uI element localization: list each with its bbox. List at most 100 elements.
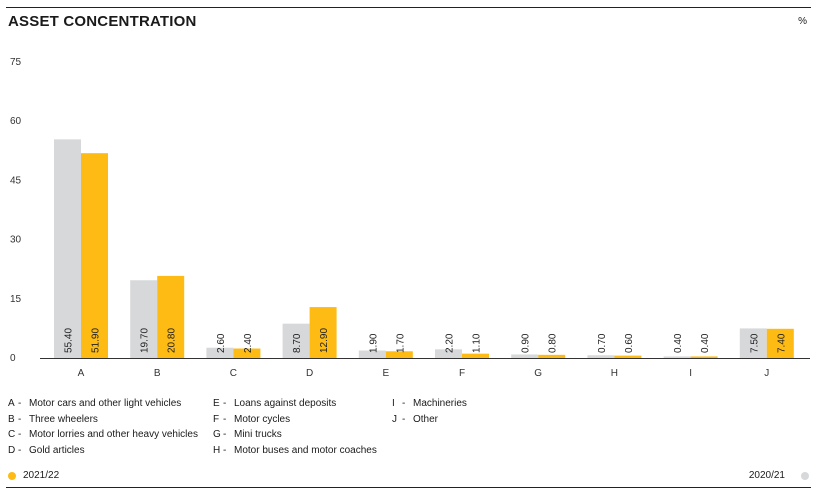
x-tick-label: C — [230, 368, 237, 379]
bar-2020-21-I — [663, 356, 691, 358]
legend-key-letter: J — [392, 413, 397, 425]
legend-key-dash: - — [402, 413, 406, 425]
legend-key-label: Machineries — [413, 398, 467, 409]
legend-key-dash: - — [223, 429, 227, 440]
x-tick-label: D — [306, 368, 313, 379]
bar-2021-22-B — [157, 275, 185, 358]
data-label-2021-22-G: 0.80 — [548, 333, 559, 353]
data-label-2020-21-F: 2.20 — [445, 333, 456, 353]
bar-2021-22-E — [385, 351, 413, 358]
legend-key-letter: D — [8, 444, 16, 456]
legend-key-dash: - — [18, 413, 22, 425]
y-tick-label: 45 — [10, 175, 22, 186]
legend-key-C: C - Motor lorries and other heavy vehicles — [8, 427, 198, 443]
data-label-2021-22-I: 0.40 — [700, 333, 711, 353]
legend-column: A - Motor cars and other light vehicles B - T… — [8, 396, 198, 458]
data-label-2021-22-D: 12.90 — [319, 328, 330, 353]
bar-2020-21-G — [511, 354, 539, 358]
legend-current-label: 2021/22 — [23, 470, 60, 481]
x-tick-label: I — [689, 368, 692, 379]
legend-key-label: Motor lorries and other heavy vehicles — [29, 429, 198, 440]
bar-2021-22-J — [766, 328, 794, 358]
legend-key-label: Mini trucks — [234, 429, 282, 440]
data-label-2020-21-J: 7.50 — [749, 333, 760, 353]
data-label-2021-22-A: 51.90 — [91, 328, 102, 353]
x-tick-label: B — [154, 368, 161, 379]
data-label-2020-21-A: 55.40 — [64, 328, 75, 353]
legend-current: 2021/22 — [8, 470, 59, 481]
y-tick-label: 60 — [10, 116, 22, 127]
bar-2020-21-B — [130, 280, 158, 358]
bar-2021-22-C — [233, 348, 261, 358]
data-label-2021-22-B: 20.80 — [167, 328, 178, 353]
legend-key-letter: A — [8, 398, 15, 409]
x-tick-label: F — [459, 368, 465, 379]
bar-2021-22-F — [462, 353, 489, 358]
legend-key-label: Three wheelers — [29, 413, 98, 425]
legend-key-label: Loans against deposits — [234, 398, 337, 409]
legend-key-label: Motor cycles — [234, 413, 291, 425]
x-tick-label: A — [78, 368, 85, 379]
legend-key-label: Gold articles — [29, 444, 85, 456]
bar-2020-21-F — [435, 349, 462, 358]
bar-chart: 0 15 30 45 60 75 55.40 51.90 A 19.70 20.80 B 2.60 2.4… — [10, 57, 810, 379]
data-label-2021-22-H: 0.60 — [624, 333, 635, 353]
legend-key-J: J - Other — [392, 412, 467, 428]
x-tick-label: G — [534, 368, 542, 379]
legend-key-dash: - — [223, 398, 227, 409]
x-tick-label: J — [764, 368, 769, 379]
legend-key-letter: H — [213, 444, 221, 456]
bar-2021-22-I — [690, 356, 718, 358]
legend-key-letter: B — [8, 413, 15, 425]
data-label-2020-21-C: 2.60 — [216, 333, 227, 353]
data-label-2020-21-D: 8.70 — [292, 333, 303, 353]
y-tick-label: 0 — [10, 353, 16, 364]
bar-2021-22-G — [538, 354, 566, 358]
data-label-2021-22-E: 1.70 — [395, 333, 406, 353]
legend-previous-swatch — [801, 471, 809, 480]
legend-key-letter: G — [213, 429, 221, 440]
legend-key-letter: I — [392, 398, 395, 409]
legend-key-B: B - Three wheelers — [8, 412, 198, 428]
legend-key-letter: E — [213, 398, 220, 409]
legend-key-dash: - — [223, 444, 227, 456]
data-label-2020-21-G: 0.90 — [521, 333, 532, 353]
legend-key-dash: - — [402, 398, 406, 409]
y-tick-label: 15 — [10, 294, 22, 305]
legend-key-dash: - — [18, 429, 22, 440]
legend-previous: 2020/21 — [749, 470, 809, 481]
x-tick-label: E — [382, 368, 389, 379]
legend-key-I: I - Machineries — [392, 396, 467, 412]
legend-key-E: E - Loans against deposits — [213, 396, 377, 412]
bar-2020-21-A — [54, 139, 81, 358]
legend-key-label: Motor cars and other light vehicles — [29, 398, 182, 409]
legend-key-A: A - Motor cars and other light vehicles — [8, 396, 198, 412]
legend-key-label: Motor buses and motor coaches — [234, 444, 377, 456]
legend-key-dash: - — [223, 413, 227, 425]
legend-key-dash: - — [18, 444, 22, 456]
legend-column: I - Machineries J - Other — [392, 396, 467, 427]
y-tick-label: 75 — [10, 57, 22, 68]
legend-key-dash: - — [18, 398, 22, 409]
legend-column: E - Loans against deposits F - Motor cycles G -… — [213, 396, 377, 458]
top-rule — [6, 7, 811, 8]
data-label-2021-22-F: 1.10 — [472, 333, 483, 353]
legend-key-G: G - Mini trucks — [213, 427, 377, 443]
legend-key-F: F - Motor cycles — [213, 412, 377, 428]
legend-previous-label: 2020/21 — [748, 470, 785, 481]
bar-2020-21-H — [587, 355, 615, 358]
bar-2020-21-E — [358, 350, 386, 358]
legend-key-letter: F — [213, 413, 220, 425]
x-tick-label: H — [611, 368, 618, 379]
chart-title: ASSET CONCENTRATION — [8, 13, 197, 30]
bar-2020-21-J — [739, 328, 767, 358]
bar-2021-22-A — [81, 153, 108, 358]
bar-2021-22-D — [309, 307, 337, 358]
bar-2021-22-H — [614, 355, 642, 358]
data-label-2020-21-B: 19.70 — [140, 328, 151, 353]
bar-2020-21-D — [282, 323, 310, 358]
legend-key-D: D - Gold articles — [8, 443, 198, 459]
legend-key-H: H - Motor buses and motor coaches — [213, 443, 377, 459]
data-label-2020-21-I: 0.40 — [673, 333, 684, 353]
data-label-2021-22-C: 2.40 — [243, 333, 254, 353]
